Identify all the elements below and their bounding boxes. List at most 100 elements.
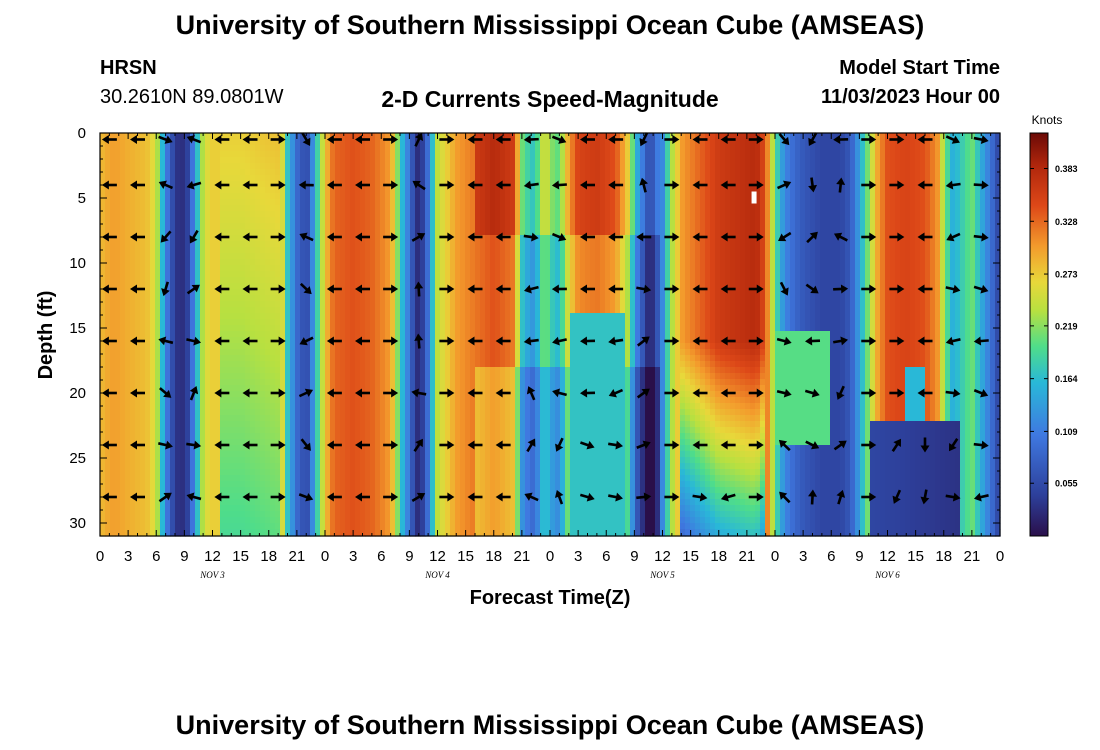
vector-arrow [101, 492, 117, 502]
vector-arrow [917, 180, 933, 190]
vector-arrow [920, 489, 930, 505]
vector-arrow [326, 336, 342, 346]
vector-arrow [383, 180, 399, 190]
vector-arrow [636, 440, 651, 450]
vector-arrow [889, 135, 905, 144]
vector-arrow [748, 336, 764, 346]
vector-arrow [495, 336, 511, 346]
vector-arrow [664, 180, 680, 190]
vector-arrow [889, 232, 905, 242]
vector-arrow [808, 177, 818, 193]
vector-arrow [945, 336, 961, 346]
vector-arrow [326, 492, 342, 502]
vector-arrow [101, 440, 117, 450]
vector-arrow [383, 388, 399, 398]
y-tick-label: 20 [69, 385, 86, 402]
vector-arrow [580, 284, 595, 294]
vector-arrow [383, 284, 399, 294]
vector-arrow [917, 135, 933, 144]
vector-arrow [495, 440, 511, 450]
vector-arrow [270, 336, 286, 346]
vector-arrow [973, 492, 989, 502]
vector-arrow [495, 135, 511, 144]
x-tick-label: 21 [964, 548, 981, 565]
vector-arrow [326, 388, 342, 398]
vector-arrow [833, 440, 847, 451]
vector-arrow [551, 284, 567, 294]
vector-arrow [664, 388, 680, 398]
x-tick-label: 15 [907, 548, 924, 565]
colorbar-tick-label: 0.055 [1055, 479, 1078, 489]
vector-arrow [467, 284, 483, 294]
x-tick-label: 6 [602, 548, 610, 565]
vector-arrow [608, 180, 624, 190]
vector-arrow [383, 336, 399, 346]
vector-arrow [748, 492, 764, 502]
vector-arrow [720, 135, 736, 144]
vector-arrow [580, 232, 595, 242]
vector-arrow [608, 135, 624, 144]
vector-arrow [130, 284, 145, 294]
page-title-top: University of Southern Mississippi Ocean… [175, 10, 925, 40]
vector-arrow [949, 438, 959, 452]
day-label: NOV 3 [199, 570, 225, 580]
vector-arrow [551, 180, 567, 190]
vector-arrow [270, 284, 286, 294]
vector-arrow [692, 180, 708, 190]
vector-arrow [300, 438, 311, 451]
vector-arrow [608, 440, 624, 450]
vector-arrow [523, 336, 539, 346]
x-tick-label: 21 [739, 548, 756, 565]
vector-arrow [242, 440, 258, 450]
vector-arrow [326, 180, 342, 190]
vector-arrow [214, 135, 230, 144]
vector-arrow [242, 388, 258, 398]
vector-arrow [608, 336, 624, 346]
vector-arrow [495, 284, 511, 294]
vector-arrow [692, 388, 708, 398]
vector-arrow [833, 336, 849, 346]
chart-title: 2-D Currents Speed-Magnitude [381, 86, 719, 112]
vector-arrow [411, 492, 426, 502]
vector-arrow [608, 284, 624, 294]
vector-arrow [889, 336, 905, 346]
vector-arrow [186, 284, 200, 295]
vector-arrow [439, 492, 455, 502]
vector-arrow [748, 388, 764, 398]
vector-arrow [580, 180, 595, 190]
vector-arrow [130, 492, 145, 502]
vector-arrow [158, 336, 174, 346]
vector-arrow [945, 135, 960, 144]
day-label: NOV 6 [874, 570, 900, 580]
vector-arrow [973, 284, 989, 294]
vector-arrow [639, 132, 649, 147]
vector-arrow [917, 336, 933, 346]
x-tick-label: 12 [879, 548, 896, 565]
vector-arrow [806, 231, 818, 244]
vector-arrow [101, 336, 117, 346]
vector-arrow [889, 284, 905, 294]
vector-arrow [299, 336, 314, 346]
day-label: NOV 5 [649, 570, 675, 580]
vector-arrow [101, 284, 117, 294]
vector-arrow [664, 336, 680, 346]
vector-arrow [159, 387, 172, 398]
vector-arrow [495, 180, 511, 190]
vector-arrow [355, 388, 370, 398]
y-tick-label: 10 [69, 255, 86, 272]
vector-arrow [580, 336, 596, 346]
vector-arrow [861, 284, 877, 294]
vector-arrow [242, 232, 258, 242]
vector-arrow [778, 231, 792, 242]
x-tick-label: 9 [405, 548, 413, 565]
x-tick-label: 18 [260, 548, 277, 565]
vector-arrow [130, 388, 145, 398]
station-coords: 30.2610N 89.0801W [100, 86, 284, 108]
vector-arrow [355, 284, 370, 294]
vector-arrow [861, 388, 877, 398]
vector-arrow [636, 388, 650, 399]
vector-arrow [889, 180, 905, 190]
x-tick-label: 15 [682, 548, 699, 565]
vector-arrow [355, 440, 370, 450]
vector-arrow [861, 492, 877, 502]
